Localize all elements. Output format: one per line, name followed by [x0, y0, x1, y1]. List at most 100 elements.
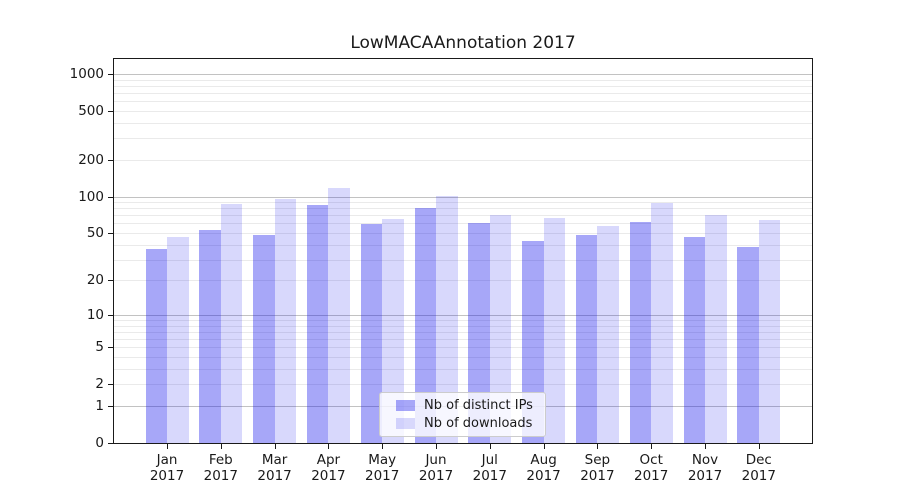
x-tick-year: 2017 [687, 468, 723, 484]
gridline-minor [114, 259, 812, 261]
bar-ips-10 [683, 237, 705, 443]
x-tick-label: Oct 2017 [619, 452, 683, 484]
x-tick-year: 2017 [418, 468, 454, 484]
y-tick-label: 2 [95, 376, 104, 393]
gridline-minor [114, 280, 812, 282]
gridline-minor [114, 384, 812, 386]
x-tick-year: 2017 [149, 468, 185, 484]
legend: Nb of distinct IPs Nb of downloads [379, 392, 546, 437]
x-tick-label: Apr 2017 [296, 452, 360, 484]
x-tick-label: Jun 2017 [404, 452, 468, 484]
y-tick-label: 1000 [69, 66, 104, 82]
bar-downloads-8 [597, 226, 619, 443]
gridline-major [114, 314, 812, 316]
x-axis: Jan 2017 Feb 2017 Mar 2017 Apr 2017 May 2017 Jun 20… [113, 444, 813, 494]
bar-ips-11 [737, 247, 759, 443]
x-tick-mark [758, 444, 760, 449]
x-tick-year: 2017 [526, 468, 561, 484]
x-tick-label: May 2017 [350, 452, 414, 484]
x-tick-month: Mar [261, 452, 288, 468]
y-tick-label: 10 [86, 306, 104, 323]
bar-ips-1 [199, 229, 221, 443]
y-tick-mark [108, 443, 113, 444]
legend-swatch-downloads-icon [396, 418, 415, 429]
gridline-minor [114, 85, 812, 87]
gridline-minor [114, 138, 812, 140]
x-tick-year: 2017 [741, 468, 776, 484]
x-tick-month: Dec [745, 452, 772, 468]
bar-downloads-11 [758, 220, 781, 443]
bar-downloads-4 [382, 219, 404, 443]
x-tick-mark [705, 444, 706, 449]
x-tick-year: 2017 [580, 468, 615, 484]
x-tick-label: Jan 2017 [135, 452, 199, 484]
y-tick-mark [108, 111, 113, 112]
x-tick-mark [651, 444, 653, 449]
chart-title: LowMACAAnnotation 2017 [350, 33, 576, 53]
y-tick-label: 500 [78, 103, 104, 119]
gridline-major [114, 74, 812, 75]
y-tick-mark [108, 74, 113, 75]
bar-downloads-1 [220, 203, 243, 443]
bar-downloads-2 [274, 199, 297, 443]
gridline-minor [114, 357, 812, 359]
bar-downloads-10 [705, 214, 727, 443]
gridline-minor [114, 244, 812, 246]
x-tick-mark [220, 444, 222, 449]
gridline-minor [114, 101, 812, 103]
gridline-minor [114, 325, 812, 327]
y-tick-label: 0 [95, 435, 104, 451]
gridline-minor [114, 223, 812, 225]
bar-downloads-5 [436, 196, 458, 443]
x-tick-month: Jan [156, 452, 178, 468]
x-tick-label: Jul 2017 [458, 452, 522, 484]
y-tick-label: 200 [78, 151, 104, 168]
x-tick-month: Nov [691, 452, 719, 468]
y-tick-label: 50 [86, 225, 104, 241]
bar-ips-2 [253, 235, 275, 443]
gridline-minor [114, 79, 812, 81]
x-tick-year: 2017 [634, 468, 669, 484]
y-tick-label: 20 [86, 272, 104, 289]
y-tick-mark [108, 314, 113, 316]
gridline-minor [114, 202, 812, 204]
x-tick-mark [543, 444, 545, 449]
plot-area [113, 58, 813, 444]
gridline-minor [114, 122, 812, 124]
x-tick-label: Sep 2017 [565, 452, 629, 484]
gridline-minor [114, 320, 812, 322]
x-tick-month: Aug [530, 452, 557, 468]
x-tick-year: 2017 [203, 468, 238, 484]
x-tick-mark [274, 444, 276, 449]
x-tick-mark [382, 444, 384, 449]
gridline-minor [114, 331, 812, 333]
x-tick-mark [489, 444, 491, 449]
x-tick-month: Jun [425, 452, 447, 468]
y-tick-label: 5 [95, 339, 104, 356]
y-tick-mark [108, 384, 113, 386]
y-tick-mark [108, 196, 113, 198]
gridline-major [114, 196, 812, 198]
y-tick-mark [108, 280, 113, 282]
x-tick-year: 2017 [365, 468, 400, 484]
x-tick-mark [167, 444, 168, 449]
bar-ips-5 [414, 207, 436, 443]
bar-ips-4 [360, 224, 383, 443]
bar-downloads-6 [489, 215, 512, 443]
gridline-minor [114, 347, 812, 349]
bar-ips-9 [629, 221, 652, 443]
x-tick-mark [328, 444, 330, 449]
y-tick-label: 1 [95, 398, 104, 414]
y-tick-mark [108, 347, 113, 349]
y-tick-mark [108, 406, 113, 407]
gridline-minor [114, 208, 812, 210]
y-axis: 0 1 2 5 10 20 50 100 200 500 1000 [0, 58, 113, 451]
x-tick-year: 2017 [311, 468, 346, 484]
gridline-minor [114, 93, 812, 95]
bar-ips-0 [145, 248, 167, 443]
y-tick-mark [108, 159, 113, 161]
gridline-minor [114, 232, 812, 234]
bar-ips-6 [468, 222, 490, 443]
bar-downloads-9 [651, 203, 673, 443]
